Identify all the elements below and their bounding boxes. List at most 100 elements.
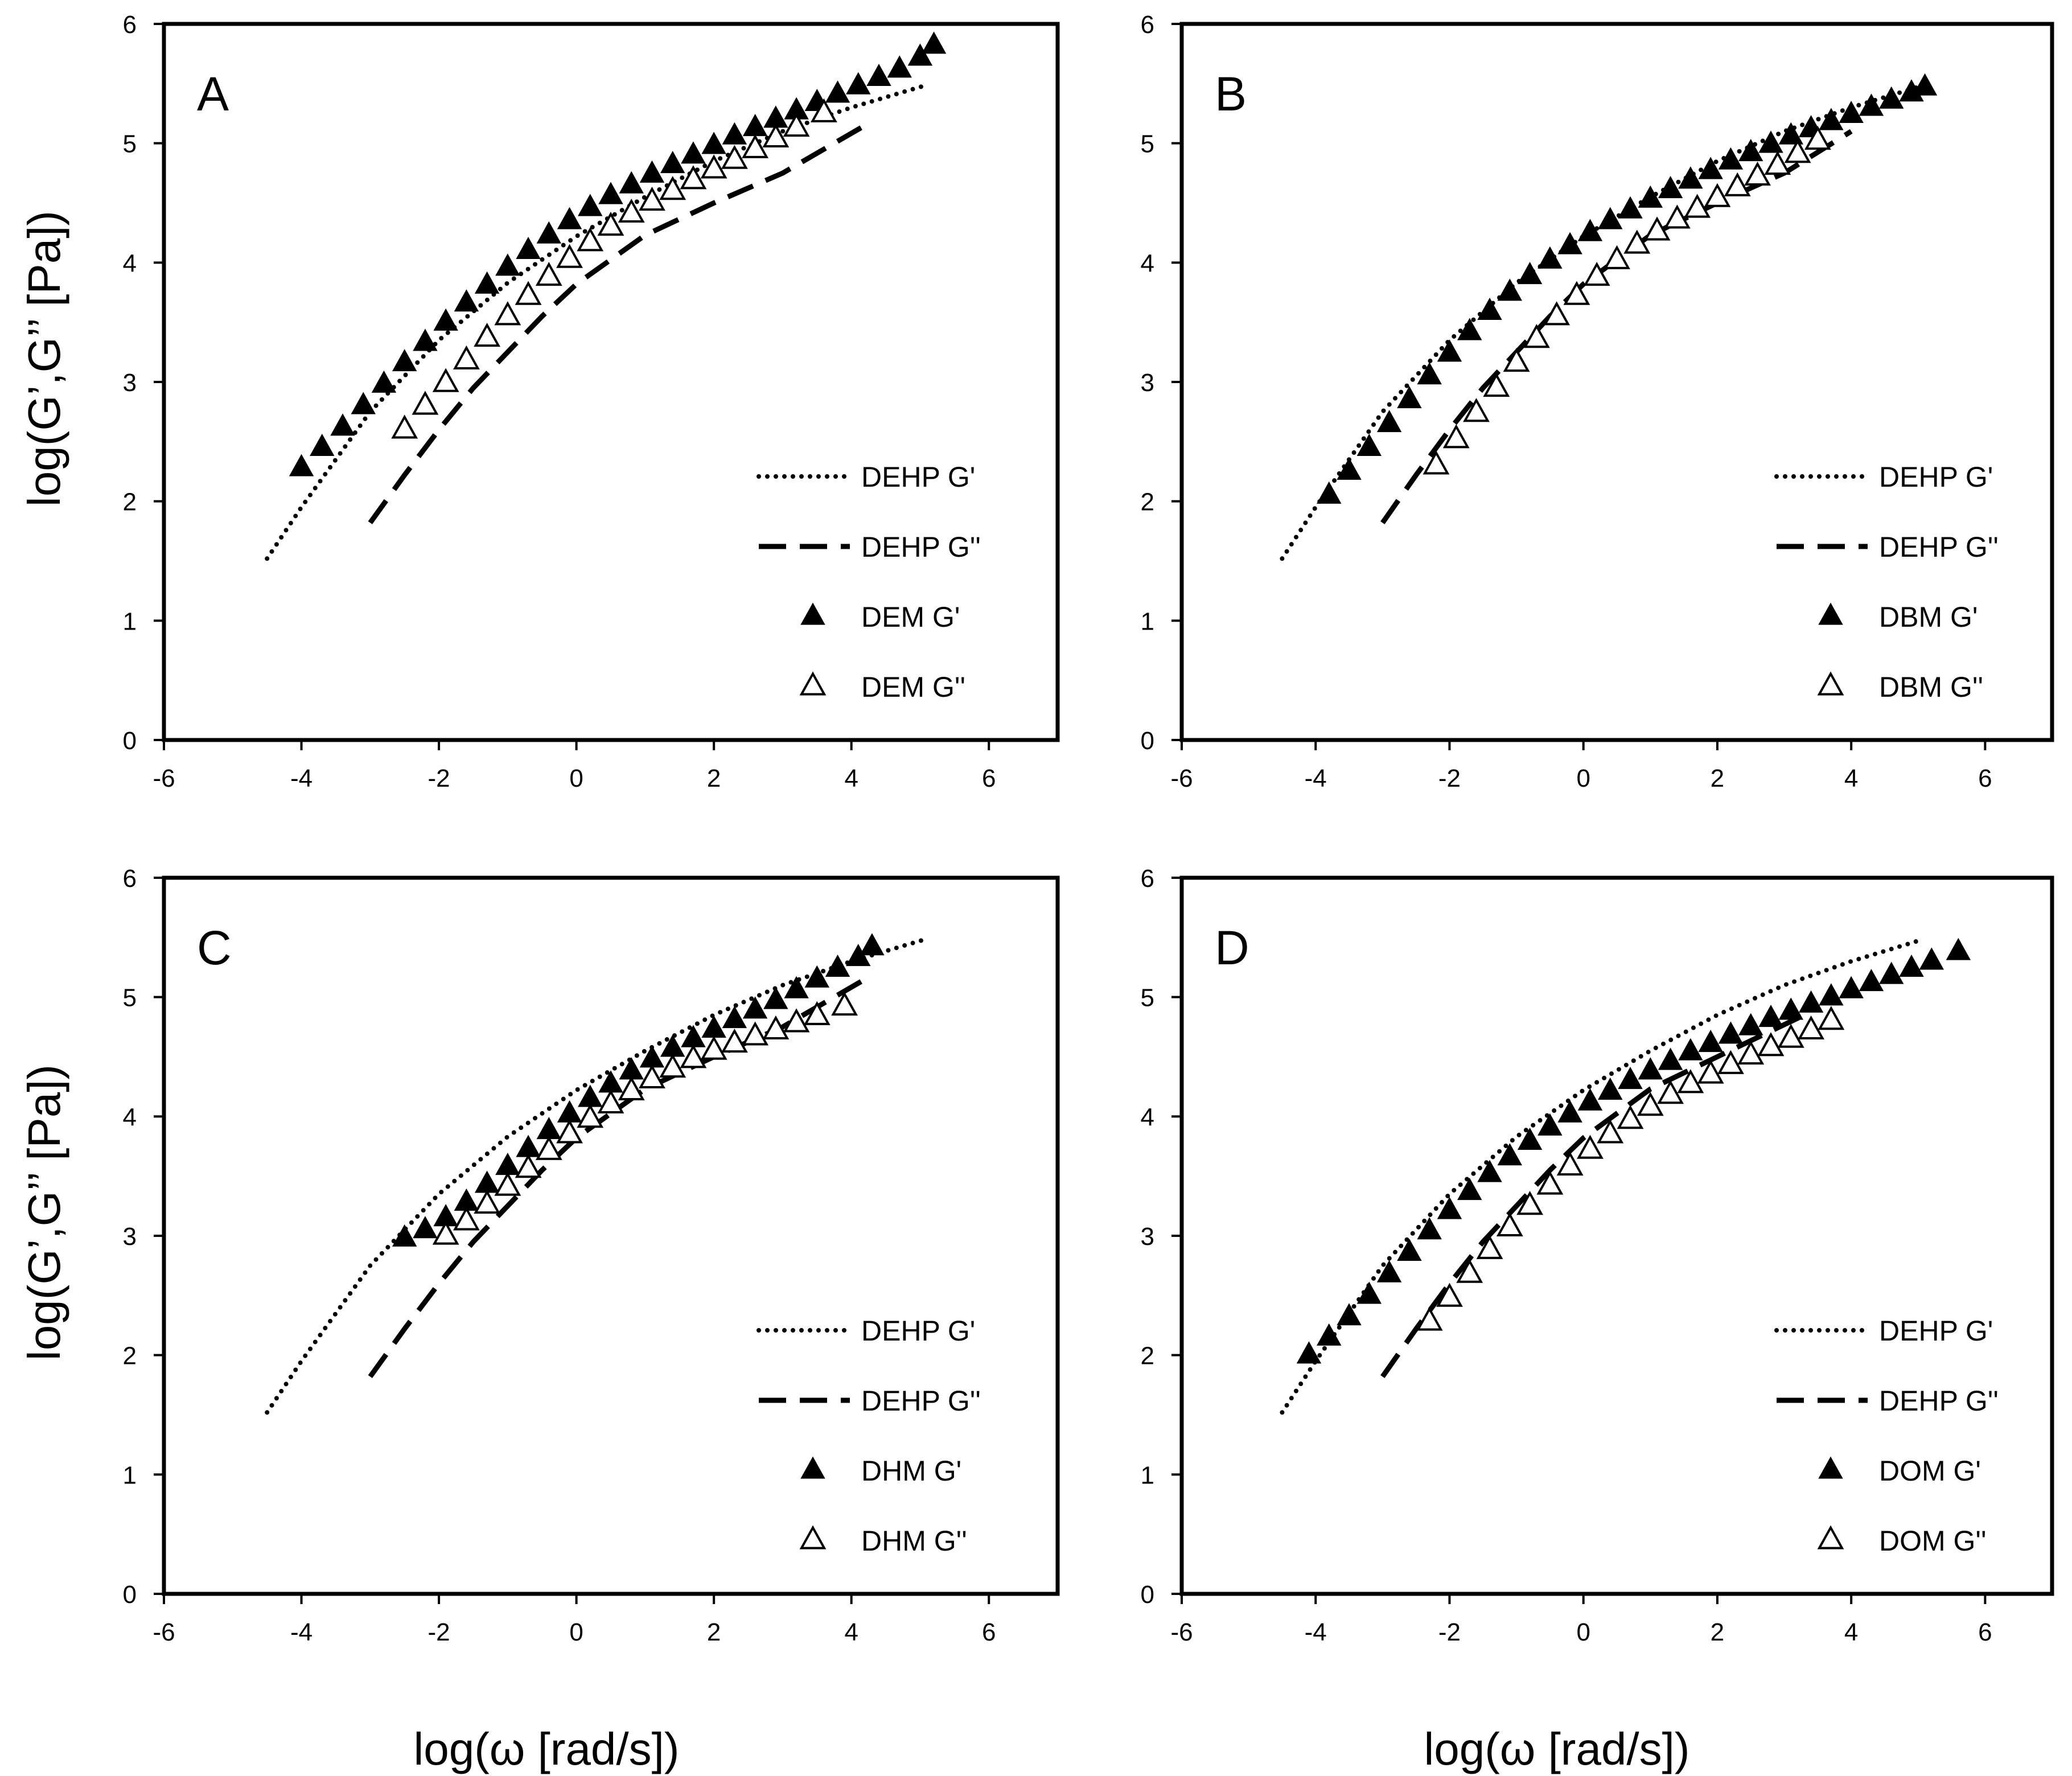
legend-label: DBM G': [1879, 601, 1978, 633]
filled-triangle-marker: [330, 413, 355, 436]
filled-triangle-marker: [1417, 362, 1442, 385]
legend-label: DEHP G': [1879, 1315, 1993, 1347]
open-triangle-marker: [391, 414, 418, 439]
open-triangle-marker: [1657, 1080, 1684, 1104]
filled-triangle-marker: [1577, 219, 1603, 241]
filled-triangle-marker: [1317, 481, 1342, 504]
open-triangle-marker: [1496, 1212, 1523, 1237]
filled-triangle-marker: [742, 996, 768, 1019]
filled-triangle-marker: [701, 131, 726, 154]
x-tick-label: 0: [569, 1618, 583, 1646]
legend-item: DOM G': [1818, 1455, 1981, 1487]
x-tick-label: -6: [1170, 764, 1193, 792]
y-tick-label: 6: [1141, 865, 1154, 893]
open-triangle-marker: [742, 134, 769, 158]
open-triangle-marker: [535, 262, 562, 286]
open-triangle-marker: [577, 227, 604, 252]
open-triangle-marker: [1536, 1170, 1564, 1195]
y-tick-label: 3: [1141, 1223, 1154, 1251]
series-b-2: [1317, 73, 1938, 504]
x-tick-label: 0: [569, 764, 583, 792]
filled-triangle-marker: [639, 160, 665, 183]
series-a-3: [391, 98, 837, 439]
open-triangle-marker: [1764, 151, 1791, 175]
open-triangle-marker: [1717, 1050, 1744, 1074]
open-triangle-marker: [432, 1220, 459, 1245]
open-triangle-marker: [1617, 1105, 1644, 1129]
open-triangle-marker: [721, 1028, 748, 1053]
filled-triangle-marker: [887, 55, 912, 78]
filled-triangle-marker: [1337, 1303, 1362, 1326]
chart-panel-d: -6 -4 -2 0 2 4 6 0 1 2 3 4 5 6 D DEHP G' DEHP G'' DOM G' D…: [1141, 865, 2054, 1646]
legend-label: DEHP G'': [861, 531, 981, 563]
filled-triangle-marker: [1577, 1088, 1603, 1111]
x-tick-label: 4: [1844, 764, 1858, 792]
series-b-1: [1380, 129, 1853, 524]
legend-item: DEHP G'': [1777, 531, 1999, 563]
filled-triangle-marker: [763, 986, 788, 1009]
open-triangle-marker: [803, 1001, 831, 1025]
x-tick-label: -4: [290, 764, 313, 792]
filled-triangle-marker: [1477, 297, 1502, 320]
open-triangle-marker: [1516, 1191, 1543, 1215]
filled-triangle-marker: [921, 31, 947, 54]
filled-triangle-marker: [1778, 997, 1803, 1020]
dotted-series-line: [265, 84, 926, 561]
legend-label: DOM G'': [1879, 1525, 1987, 1557]
x-tick-label: 6: [982, 764, 996, 792]
filled-triangle-marker: [1678, 166, 1703, 189]
filled-triangle-marker: [1317, 1323, 1342, 1346]
filled-triangle-marker: [846, 72, 871, 94]
open-triangle-marker: [1563, 281, 1590, 305]
legend-filled-triangle: [1818, 602, 1843, 625]
open-triangle-marker: [474, 1190, 501, 1214]
filled-triangle-marker: [784, 976, 809, 998]
filled-triangle-marker: [1738, 139, 1763, 162]
filled-triangle-marker: [578, 1084, 603, 1107]
y-axis-title-top: log(G’,G’’ [Pa]): [19, 211, 69, 507]
filled-triangle-marker: [1839, 976, 1864, 998]
x-tick-label: -6: [153, 764, 175, 792]
filled-triangle-marker: [1899, 954, 1924, 977]
open-triangle-marker: [1697, 1059, 1724, 1084]
filled-triangle-marker: [371, 370, 397, 393]
filled-triangle-marker: [660, 151, 685, 174]
legend-item: DEHP G': [757, 461, 975, 493]
x-tick-label: 6: [982, 1618, 996, 1646]
filled-triangle-marker: [1658, 1047, 1683, 1070]
series-d-2: [1296, 938, 1971, 1364]
series-a-0: [265, 84, 926, 561]
open-triangle-marker: [1503, 348, 1530, 372]
filled-triangle-marker: [1557, 1100, 1582, 1123]
dotted-series-line: [1280, 938, 1924, 1415]
legend-item: DEM G'': [799, 671, 965, 703]
filled-triangle-marker: [619, 171, 644, 194]
open-triangle-marker: [1744, 161, 1771, 186]
open-triangle-marker: [1597, 1119, 1624, 1144]
open-triangle-marker: [494, 301, 521, 326]
dashed-series-line: [368, 123, 867, 525]
open-triangle-marker: [1777, 1023, 1804, 1048]
filled-triangle-marker: [1678, 1038, 1703, 1060]
open-triangle-marker: [1784, 139, 1811, 163]
open-triangle-marker: [1684, 194, 1711, 218]
filled-triangle-marker: [1437, 1197, 1462, 1219]
panel-letter: A: [197, 67, 229, 121]
open-triangle-marker: [762, 123, 790, 147]
open-triangle-marker: [1436, 1282, 1463, 1307]
filled-triangle-marker: [1356, 1281, 1382, 1304]
filled-triangle-marker: [1638, 1057, 1663, 1080]
open-triangle-marker: [453, 345, 480, 369]
x-tick-label: -4: [1305, 764, 1327, 792]
open-triangle-marker: [515, 1154, 542, 1178]
filled-triangle-marker: [681, 141, 706, 164]
y-tick-label: 3: [123, 369, 137, 397]
filled-triangle-marker: [516, 1134, 541, 1157]
filled-triangle-marker: [1598, 207, 1623, 229]
open-triangle-marker: [783, 112, 810, 137]
filled-triangle-marker: [1718, 1021, 1744, 1044]
filled-triangle-marker: [1758, 130, 1783, 153]
filled-triangle-marker: [1537, 246, 1563, 269]
y-tick-label: 5: [1141, 984, 1154, 1012]
legend-item: DEM G': [800, 601, 960, 633]
